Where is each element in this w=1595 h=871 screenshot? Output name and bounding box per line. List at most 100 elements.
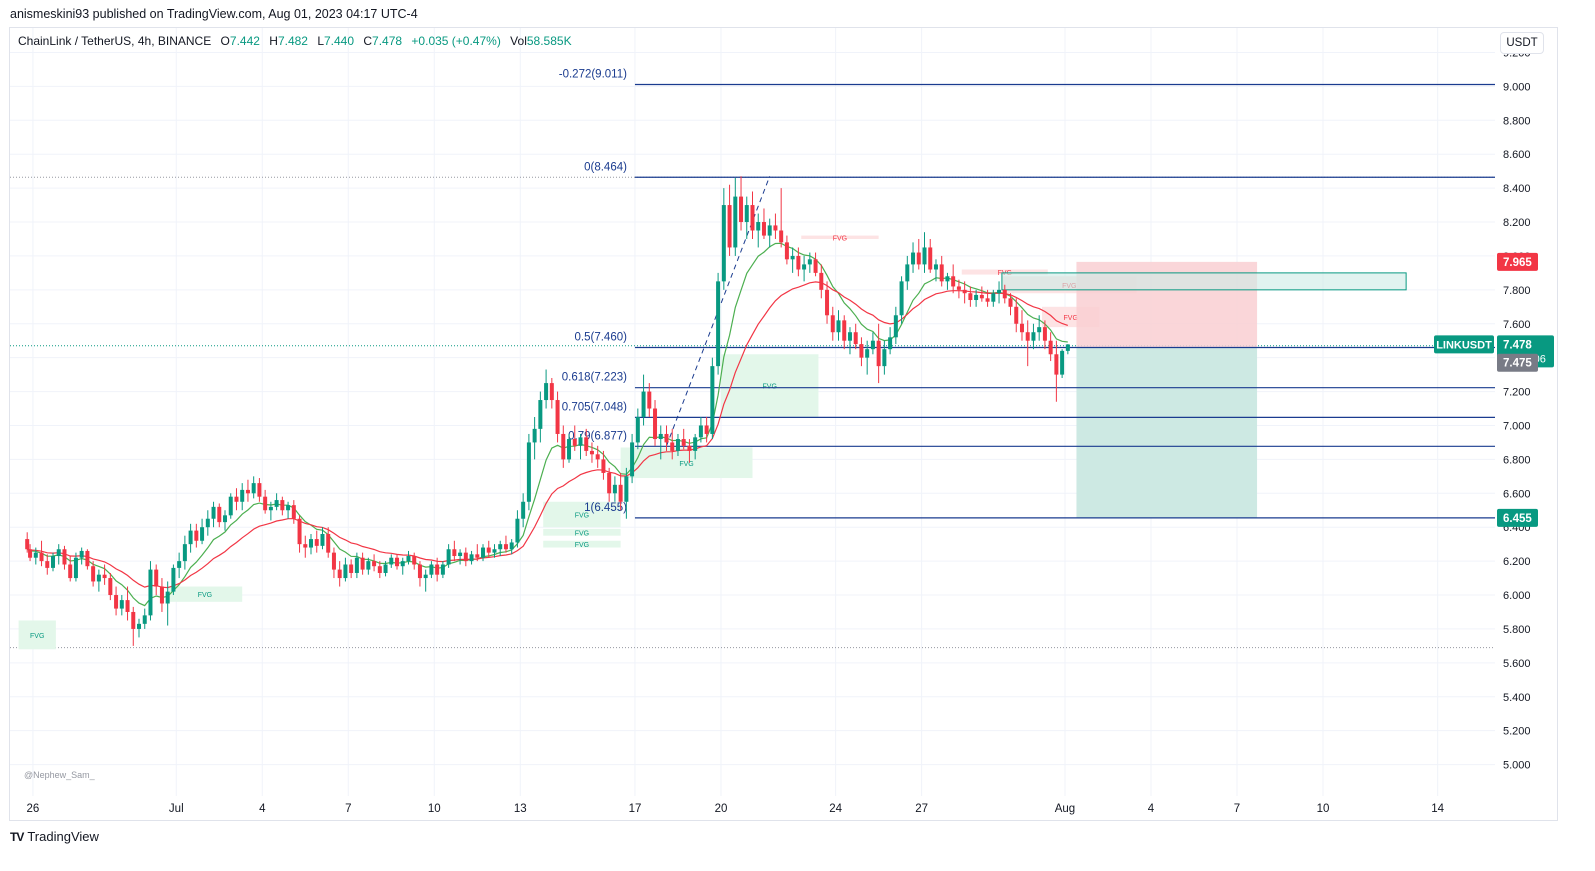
candle-body <box>1025 332 1030 341</box>
candle <box>91 561 96 587</box>
y-tick-label: 6.200 <box>1503 556 1531 568</box>
candle-body <box>578 437 583 446</box>
candle <box>372 554 377 572</box>
candle-body <box>607 472 612 494</box>
price-tag-label: 7.965 <box>1503 257 1532 269</box>
candle-body <box>767 225 772 236</box>
candle-body <box>131 611 136 629</box>
candle-body <box>1002 289 1007 299</box>
candle <box>377 561 382 579</box>
candle-body <box>807 259 812 265</box>
position-tool[interactable] <box>1001 261 1407 518</box>
candle <box>974 289 979 307</box>
x-tick-label: 10 <box>428 803 441 815</box>
fvg-label: FVG <box>679 461 693 468</box>
candle <box>630 433 635 484</box>
candle <box>888 327 893 355</box>
candle-body <box>177 561 182 568</box>
candle <box>779 188 784 248</box>
candle-body <box>1042 327 1047 341</box>
candle-body <box>423 574 428 579</box>
candle <box>1054 340 1059 402</box>
candle-body <box>56 549 61 557</box>
candle-body <box>733 196 738 248</box>
candle <box>664 425 669 451</box>
candle <box>635 408 640 450</box>
candle-body <box>194 530 199 541</box>
chart-frame[interactable] <box>9 27 1558 821</box>
candle-body <box>612 484 617 494</box>
candle-body <box>802 264 807 270</box>
legend-low-label: L <box>317 34 324 48</box>
candle <box>217 503 222 528</box>
candle <box>807 252 812 273</box>
candle <box>154 564 159 596</box>
candle-body <box>698 425 703 438</box>
x-tick-label: 17 <box>629 803 642 815</box>
candle-body <box>928 247 933 270</box>
candle <box>997 281 1002 304</box>
candle <box>595 445 600 468</box>
candle-body <box>716 281 721 367</box>
candle <box>263 489 268 514</box>
candle <box>188 523 193 553</box>
fvg-zone <box>720 354 819 417</box>
candle-body <box>297 518 302 545</box>
candle-body <box>395 557 400 567</box>
candle-body <box>790 255 795 260</box>
candle-body <box>383 564 388 573</box>
x-tick-label: Aug <box>1055 803 1075 815</box>
candle-body <box>440 564 445 575</box>
candle <box>658 425 663 460</box>
candle <box>159 578 164 612</box>
candle <box>825 281 830 324</box>
candle <box>102 564 107 585</box>
fvg-label: FVG <box>30 633 44 640</box>
candle <box>796 247 801 277</box>
fvg-zone <box>543 528 621 536</box>
candle <box>268 501 273 521</box>
price-tag-label: 6.455 <box>1503 513 1532 525</box>
candle-body <box>842 320 847 341</box>
x-tick-label: 7 <box>1234 803 1240 815</box>
fib-level-label: 0.618(7.223) <box>562 372 627 384</box>
legend-high-label: H <box>269 34 278 48</box>
footer-brand[interactable]: TV TradingView <box>10 829 99 844</box>
candle <box>1042 320 1047 350</box>
candle-body <box>268 506 273 511</box>
candle <box>1031 323 1036 350</box>
candle-body <box>870 340 875 350</box>
candle <box>56 544 61 565</box>
candle <box>612 476 617 502</box>
candle-body <box>39 552 44 562</box>
candle <box>618 472 623 511</box>
candle-body <box>400 561 405 567</box>
candle <box>572 425 577 451</box>
candle-body <box>62 549 67 565</box>
candle <box>171 564 176 596</box>
price-axis[interactable]: 9.2009.0008.8008.6008.4008.2008.0007.800… <box>1503 47 1531 771</box>
x-tick-label: 7 <box>345 803 351 815</box>
candle-body <box>291 505 296 519</box>
candle <box>240 483 245 511</box>
fib-retracement[interactable]: -0.272(9.011) 0(8.464) 0.5(7.460) 0.618(7.2… <box>559 69 1495 519</box>
currency-button[interactable]: USDT <box>1500 32 1544 54</box>
price-tag <box>1497 508 1538 527</box>
price-tag <box>1497 353 1538 372</box>
fib-level-label: -0.272(9.011) <box>559 69 627 81</box>
time-axis[interactable]: 26 Jul 4 7 10 13 17 20 24 27 Aug 4 7 10 14 <box>27 803 1445 815</box>
y-tick-label: 8.800 <box>1503 115 1531 127</box>
candle <box>521 493 526 528</box>
candle <box>131 606 136 646</box>
candle-body <box>1048 340 1053 355</box>
candle <box>498 540 503 557</box>
candle-body <box>893 315 898 338</box>
candle <box>492 544 497 558</box>
legend-high: 7.482 <box>277 34 308 48</box>
candle-body <box>974 294 979 301</box>
candle <box>681 428 686 450</box>
candle-body <box>710 366 715 434</box>
candle <box>802 255 807 282</box>
candle-body <box>704 425 709 434</box>
